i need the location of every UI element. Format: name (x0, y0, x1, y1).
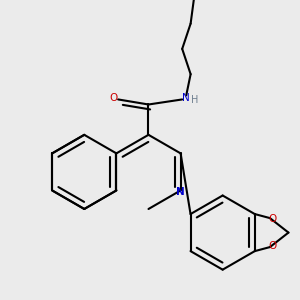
Text: N: N (182, 93, 190, 103)
Text: N: N (176, 187, 185, 197)
Text: O: O (109, 93, 117, 103)
Text: O: O (268, 214, 277, 224)
Text: O: O (268, 241, 277, 251)
Text: O: O (194, 0, 202, 2)
Text: H: H (191, 95, 199, 105)
